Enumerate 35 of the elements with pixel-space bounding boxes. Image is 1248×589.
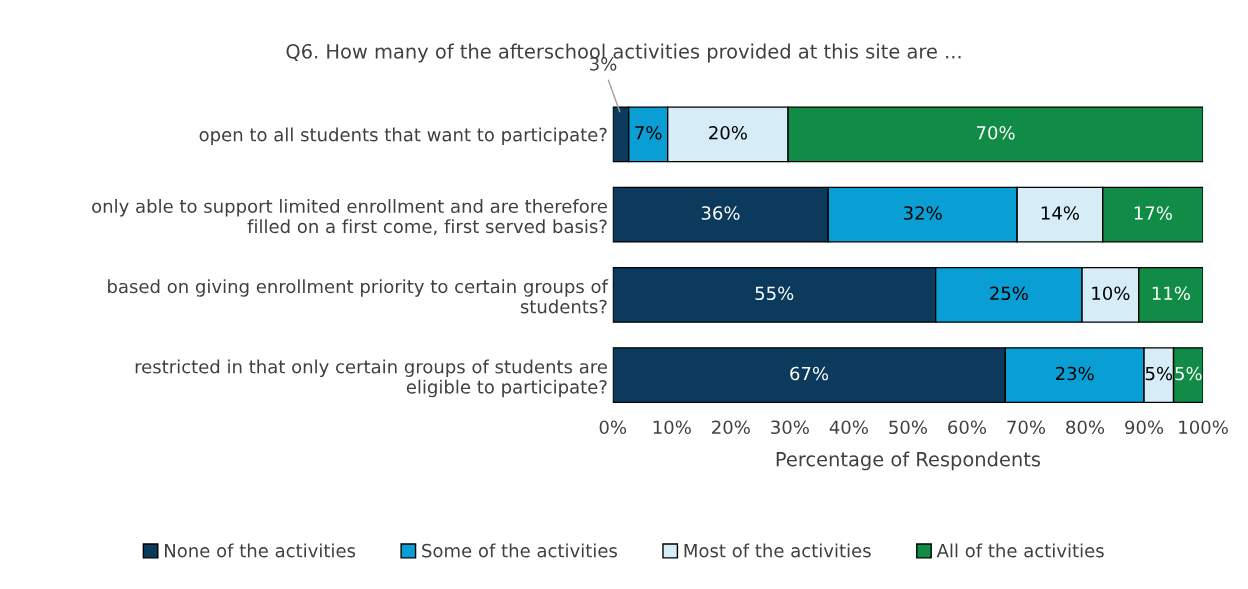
data-label: 14% (1041, 206, 1079, 220)
y-tick-label: based on giving enrollment priority to certain groups of students? (108, 279, 609, 314)
legend-label: All of the activities (936, 543, 1104, 558)
x-tick-label: 40% (829, 420, 868, 435)
x-tick-label: 90% (1125, 420, 1164, 435)
x-tick-label: 20% (712, 420, 750, 435)
x-tick-label: 0% (599, 420, 627, 435)
data-label: 11% (1152, 286, 1190, 301)
data-label: 5% (1175, 366, 1202, 381)
legend-label: None of the activities (165, 543, 356, 558)
x-tick-label: 60% (948, 420, 987, 435)
data-label: 17% (1134, 206, 1172, 220)
y-tick-label: only able to support limited enrollment and are therefore filled on a first come, first served basis? (92, 199, 607, 236)
data-label: 55% (755, 286, 794, 301)
data-label: 23% (1055, 366, 1094, 381)
x-tick-label: 80% (1066, 420, 1105, 435)
x-tick-label: 10% (653, 420, 691, 435)
data-label: 67% (790, 366, 829, 381)
data-label: 5% (1145, 366, 1173, 381)
data-label: 25% (990, 286, 1028, 301)
y-tick-label: open to all students that want to participate? (199, 127, 607, 145)
data-label: 7% (635, 125, 662, 140)
data-label: 32% (903, 206, 942, 220)
x-axis-title: Percentage of Respondents (776, 451, 1041, 471)
data-label: 36% (701, 206, 740, 220)
x-tick-label: 50% (889, 420, 927, 435)
x-tick-label: 100% (1179, 420, 1228, 435)
data-label: 10% (1092, 286, 1130, 301)
x-tick-label: 70% (1007, 420, 1046, 435)
data-label: 70% (977, 125, 1015, 140)
x-tick-label: 30% (771, 420, 809, 435)
legend-label: Some of the activities (422, 543, 617, 558)
y-tick-label: restricted in that only certain groups of students are eligible to participate? (135, 359, 607, 398)
legend-label: Most of the activities (684, 543, 871, 558)
data-label: 20% (709, 125, 747, 140)
